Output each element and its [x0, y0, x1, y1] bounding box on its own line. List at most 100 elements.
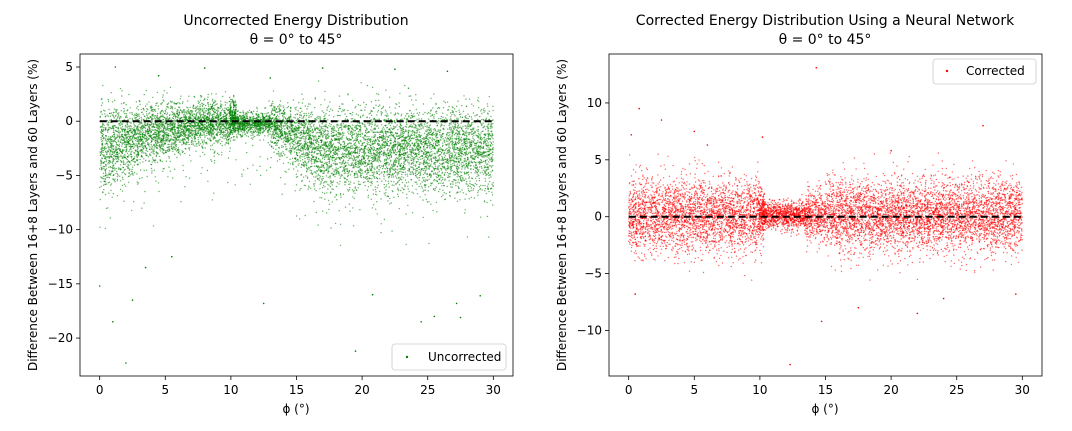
data-point — [241, 175, 243, 177]
data-point — [139, 123, 142, 125]
data-point — [484, 180, 487, 182]
data-point — [109, 142, 112, 144]
data-point — [448, 150, 450, 152]
data-point — [480, 145, 482, 147]
data-point — [359, 184, 361, 186]
data-point — [315, 190, 317, 192]
data-point — [104, 143, 106, 145]
data-point — [352, 196, 354, 198]
data-point — [418, 168, 420, 171]
data-point — [301, 156, 303, 158]
data-point — [121, 155, 123, 158]
data-point — [448, 142, 450, 145]
data-point — [320, 128, 322, 131]
data-point — [328, 122, 331, 125]
data-point — [145, 110, 148, 113]
data-point — [245, 142, 247, 144]
data-point — [364, 177, 367, 179]
data-point — [100, 160, 102, 162]
data-point — [300, 174, 302, 176]
data-point — [305, 112, 307, 115]
data-point — [276, 153, 278, 155]
data-point — [446, 171, 449, 174]
data-point — [141, 127, 144, 130]
data-point — [343, 153, 345, 156]
data-point — [149, 148, 151, 151]
data-point — [328, 141, 331, 143]
data-point — [403, 157, 405, 159]
data-point — [189, 133, 191, 135]
data-point — [154, 176, 156, 178]
data-point — [456, 191, 459, 193]
data-point — [453, 171, 455, 173]
data-point — [184, 143, 186, 145]
data-point — [294, 151, 296, 153]
data-point — [350, 157, 353, 159]
data-point — [452, 122, 455, 124]
data-point — [419, 128, 421, 131]
data-point — [219, 103, 222, 105]
data-point — [161, 126, 163, 128]
data-point — [200, 114, 203, 116]
data-point — [333, 157, 336, 159]
data-point — [181, 102, 184, 105]
data-point — [102, 147, 104, 150]
data-point — [415, 171, 417, 173]
data-point — [376, 213, 378, 215]
data-point — [190, 143, 193, 145]
data-point — [412, 192, 415, 194]
data-point — [383, 150, 385, 152]
data-point — [170, 139, 172, 142]
data-point — [152, 150, 154, 152]
data-point — [158, 155, 161, 158]
data-point — [471, 118, 473, 120]
data-point — [332, 134, 334, 136]
data-point — [375, 176, 378, 179]
data-point — [441, 157, 444, 159]
data-point — [294, 107, 296, 109]
data-point — [111, 153, 114, 155]
data-point — [297, 160, 299, 162]
data-point — [300, 187, 302, 190]
data-point — [317, 147, 320, 149]
data-point — [412, 123, 415, 125]
data-point — [197, 117, 199, 120]
data-point — [171, 111, 173, 113]
data-point — [354, 144, 356, 146]
data-point — [323, 172, 325, 175]
data-point — [415, 94, 417, 96]
data-point — [108, 108, 110, 111]
data-point — [448, 124, 450, 127]
data-point — [189, 115, 191, 118]
data-point — [398, 105, 401, 108]
data-point — [100, 164, 102, 166]
data-point — [346, 125, 348, 128]
data-point — [234, 101, 237, 104]
data-point — [99, 154, 102, 156]
data-point — [114, 162, 117, 165]
data-point — [344, 161, 347, 163]
data-point — [374, 188, 377, 191]
data-point — [386, 156, 388, 158]
data-point — [211, 199, 214, 201]
data-point — [427, 121, 429, 124]
data-point — [126, 125, 128, 127]
data-point — [370, 144, 372, 146]
data-point — [419, 172, 421, 174]
data-point — [306, 163, 308, 165]
data-point — [203, 132, 205, 134]
data-point — [158, 141, 160, 144]
data-point — [470, 168, 472, 170]
data-point — [433, 157, 435, 159]
data-point — [481, 167, 483, 169]
data-point — [485, 117, 488, 119]
data-point — [342, 141, 344, 143]
data-point — [419, 163, 421, 166]
data-point — [395, 157, 397, 159]
data-point — [193, 131, 195, 133]
data-point — [312, 136, 314, 138]
data-point — [144, 115, 146, 118]
data-point — [328, 125, 330, 127]
data-point — [289, 158, 291, 161]
data-point — [492, 141, 494, 143]
